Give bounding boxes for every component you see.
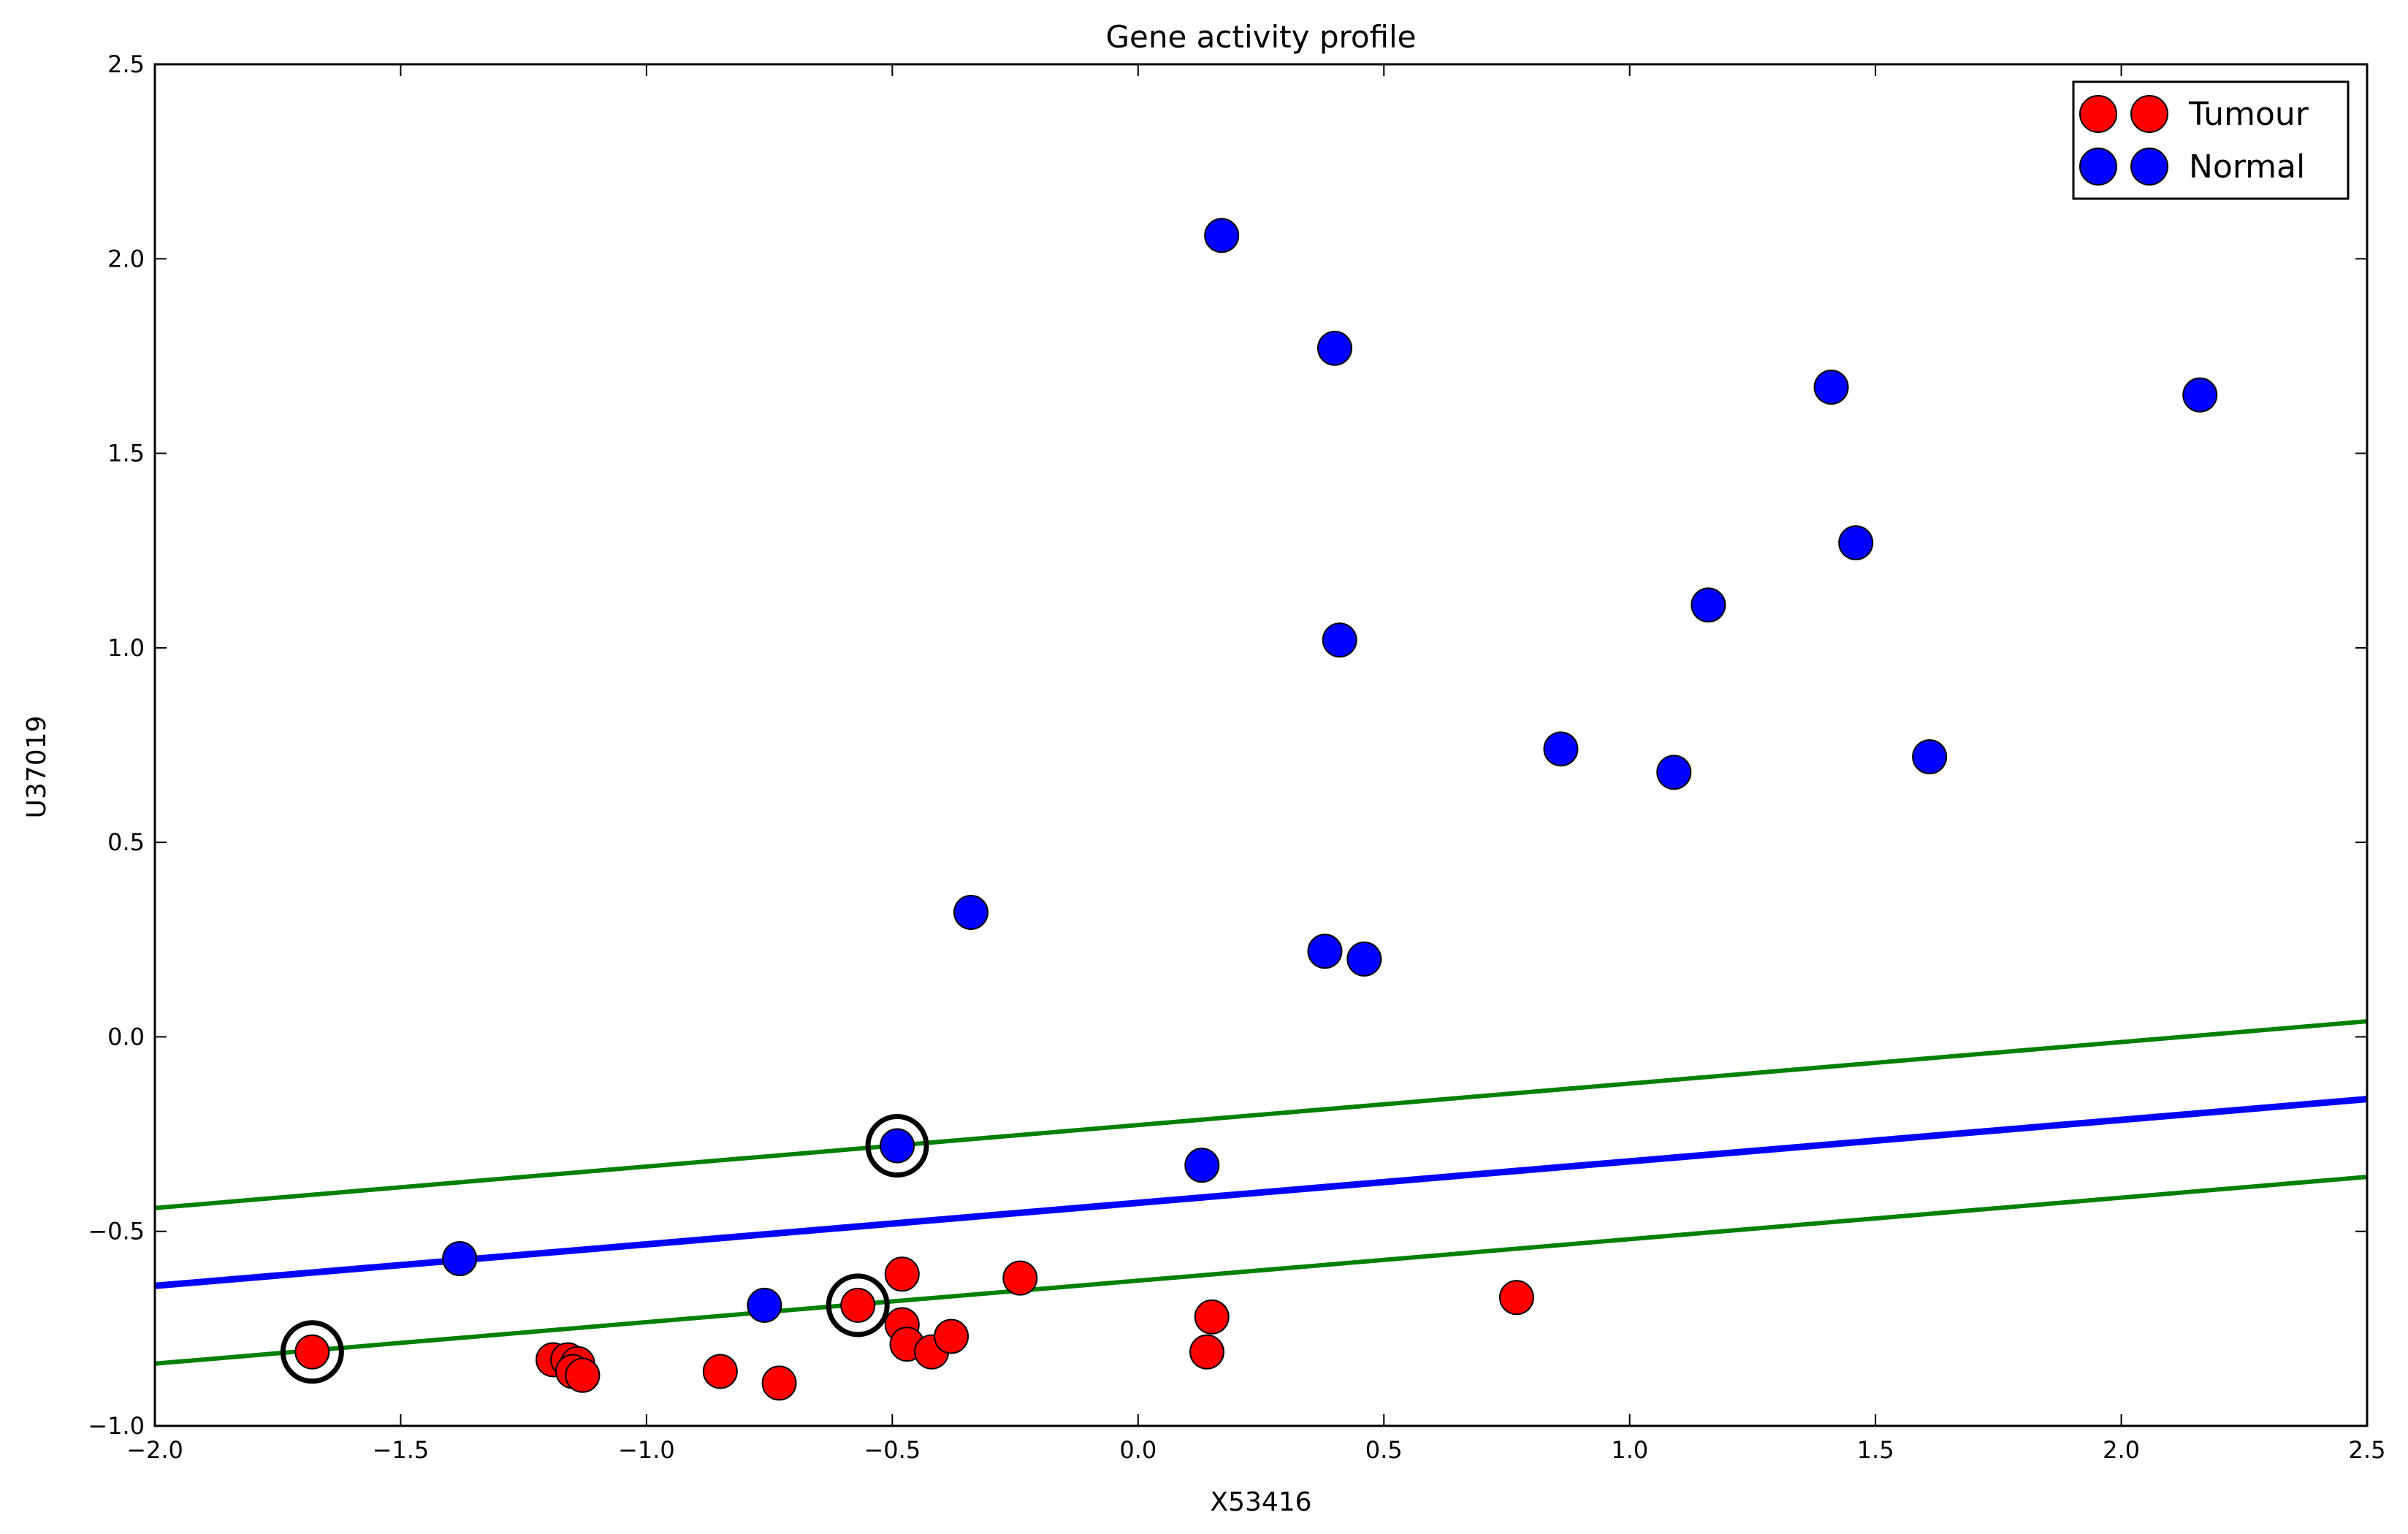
y-tick-label: 0.5	[107, 828, 145, 856]
legend-marker-normal-1	[2079, 148, 2117, 186]
normal-point	[747, 1287, 782, 1323]
y-tick-label: 2.0	[107, 245, 145, 272]
axis-ticks: −2.0 −1.5 −1.0 −0.5 0.0 0.5 1.0 1.5 2.0 2.5 −1.0 −0…	[88, 50, 2385, 1464]
normal-point	[880, 1128, 915, 1164]
x-tick-label: 2.0	[2103, 1436, 2140, 1464]
tumour-point	[565, 1357, 601, 1393]
decision-boundary-line	[154, 1096, 2368, 1289]
y-tick-label: 0.0	[107, 1023, 145, 1050]
normal-point	[1322, 622, 1357, 658]
legend-label-tumour: Tumour	[2188, 96, 2309, 133]
normal-point	[2182, 377, 2218, 413]
normal-point	[1204, 218, 1240, 253]
support-vector-rings	[280, 1114, 929, 1384]
x-tick-label: −0.5	[864, 1436, 921, 1464]
y-tick-label: 2.5	[107, 50, 145, 78]
normal-point	[1317, 330, 1352, 366]
x-tick-label: −1.5	[373, 1436, 430, 1464]
plot-frame	[153, 63, 2369, 1427]
x-tick-label: 1.0	[1611, 1436, 1648, 1464]
tumour-point	[884, 1256, 920, 1292]
legend-marker-tumour-2	[2130, 95, 2168, 133]
normal-point	[442, 1240, 478, 1276]
legend-marker-normal-2	[2130, 148, 2168, 186]
support-vector-ring	[826, 1273, 890, 1338]
normal-point	[953, 895, 988, 931]
chart-title: Gene activity profile	[1105, 19, 1416, 55]
support-vector-ring	[280, 1320, 344, 1384]
normal-point	[1543, 731, 1579, 767]
tumour-point	[1189, 1334, 1224, 1370]
x-tick-label: −2.0	[126, 1436, 183, 1464]
tumour-point	[934, 1319, 969, 1354]
y-tick-label: 1.5	[107, 440, 145, 468]
normal-point	[1346, 941, 1382, 977]
tumour-point	[840, 1287, 876, 1323]
tumour-point	[702, 1354, 738, 1389]
normal-point	[1307, 934, 1343, 969]
x-tick-label: 0.5	[1365, 1436, 1403, 1464]
y-axis-label: U37019	[22, 716, 52, 819]
normal-point	[1184, 1148, 1220, 1183]
x-tick-label: 0.0	[1119, 1436, 1157, 1464]
normal-point	[1656, 755, 1692, 790]
y-tick-label: −0.5	[88, 1218, 145, 1245]
tumour-point	[1194, 1299, 1230, 1335]
normal-point	[1691, 587, 1726, 623]
margin-upper-line	[154, 1019, 2368, 1210]
margin-lower-line	[154, 1175, 2368, 1366]
tumour-point	[294, 1334, 330, 1370]
legend-marker-tumour-1	[2079, 95, 2117, 133]
tumour-point	[761, 1365, 797, 1401]
support-vector-ring	[865, 1114, 929, 1178]
tumour-point	[1002, 1260, 1038, 1296]
x-axis-label: X53416	[1210, 1487, 1311, 1517]
y-tick-label: 1.0	[107, 634, 145, 662]
normal-point	[1912, 739, 1948, 774]
normal-point	[1838, 525, 1874, 561]
legend: Tumour Normal	[2072, 80, 2350, 200]
x-tick-label: −1.0	[618, 1436, 675, 1464]
normal-point	[1813, 370, 1849, 405]
y-tick-label: −1.0	[88, 1412, 145, 1440]
legend-box	[2072, 80, 2350, 200]
boundary-lines	[154, 1019, 2368, 1366]
x-tick-label: 1.5	[1857, 1436, 1894, 1464]
x-tick-label: 2.5	[2349, 1436, 2386, 1464]
tumour-point	[1498, 1280, 1534, 1316]
legend-label-normal: Normal	[2189, 148, 2305, 186]
data-points	[294, 218, 2218, 1401]
